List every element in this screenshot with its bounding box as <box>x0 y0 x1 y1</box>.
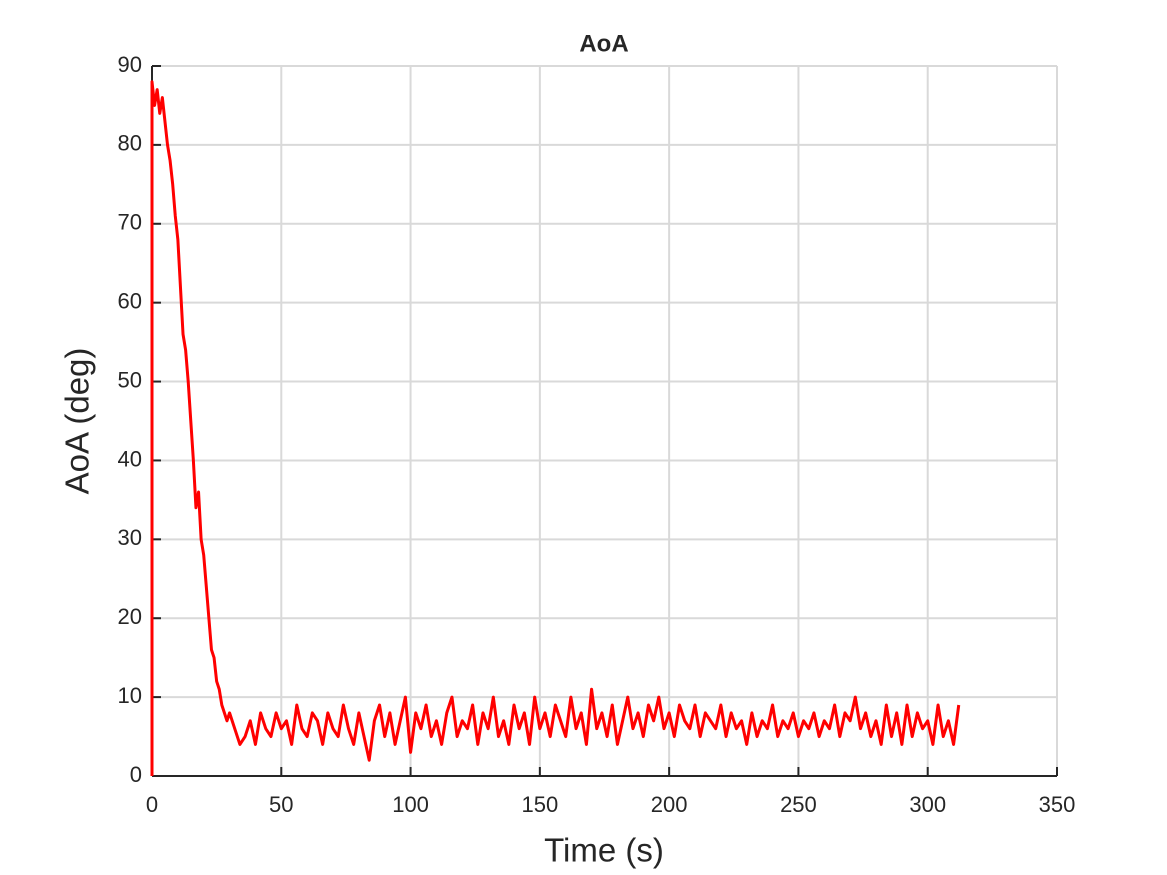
x-tick-label: 150 <box>521 792 558 817</box>
x-tick-label: 350 <box>1039 792 1076 817</box>
x-tick-label: 50 <box>269 792 293 817</box>
y-tick-label: 40 <box>118 446 142 471</box>
x-tick-label: 100 <box>392 792 429 817</box>
y-tick-label: 0 <box>130 762 142 787</box>
x-tick-label: 250 <box>780 792 817 817</box>
y-axis-label: AoA (deg) <box>59 348 96 495</box>
y-tick-label: 10 <box>118 683 142 708</box>
chart-title: AoA <box>579 30 628 57</box>
y-tick-label: 70 <box>118 210 142 235</box>
y-tick-label: 80 <box>118 131 142 156</box>
y-tick-label: 20 <box>118 604 142 629</box>
x-tick-label: 200 <box>651 792 688 817</box>
x-tick-label: 300 <box>909 792 946 817</box>
data-line <box>150 80 961 776</box>
y-tick-label: 30 <box>118 525 142 550</box>
y-tick-label: 50 <box>118 367 142 392</box>
y-tick-label: 60 <box>118 288 142 313</box>
x-tick-label: 0 <box>146 792 158 817</box>
y-tick-label: 90 <box>118 52 142 77</box>
x-axis-label: Time (s) <box>544 832 664 869</box>
